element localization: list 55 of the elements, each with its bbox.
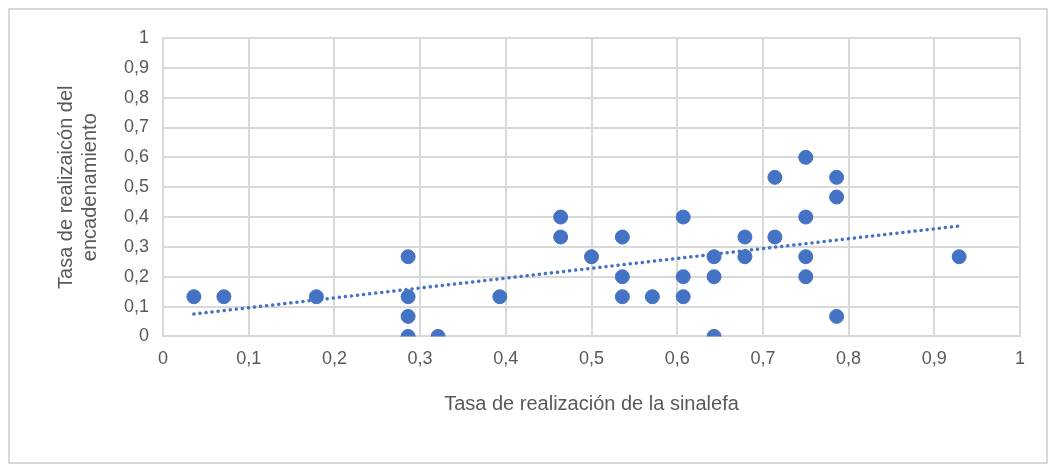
point: [798, 209, 814, 225]
point: [400, 289, 416, 305]
point: [492, 289, 508, 305]
point: [798, 149, 814, 165]
point: [644, 289, 660, 305]
x-axis-title: Tasa de realización de la sinalefa: [444, 391, 740, 414]
y-tick-label: 0,3: [123, 235, 150, 256]
y-tick-label: 0,1: [123, 295, 150, 316]
point: [767, 169, 783, 185]
point: [829, 308, 845, 324]
y-tick-label: 0,8: [123, 86, 150, 107]
x-tick-label: 0,2: [321, 348, 347, 369]
y-tick-label: 0,4: [123, 206, 150, 227]
point: [829, 189, 845, 205]
x-tick-label: 0,1: [236, 348, 262, 369]
point: [553, 209, 569, 225]
point: [706, 269, 722, 285]
point: [186, 289, 202, 305]
point: [400, 308, 416, 324]
point: [951, 249, 967, 265]
x-tick-label: 0,9: [921, 348, 947, 369]
y-tick-label: 1: [139, 26, 150, 47]
y-tick-label: 0,9: [123, 56, 150, 77]
point: [737, 249, 753, 265]
x-tick-label: 0,8: [836, 348, 862, 369]
x-tick-label: 1: [1014, 348, 1026, 369]
x-tick-label: 0,7: [750, 348, 776, 369]
point: [614, 289, 630, 305]
y-tick-label: 0,2: [123, 265, 150, 286]
point: [829, 169, 845, 185]
point: [675, 209, 691, 225]
point: [675, 269, 691, 285]
point: [798, 269, 814, 285]
point: [706, 249, 722, 265]
x-tick-label: 0,5: [579, 348, 605, 369]
point: [308, 289, 324, 305]
x-tick-label: 0: [158, 348, 169, 369]
y-tick-label: 0,7: [123, 116, 150, 137]
y-tick-label: 0,5: [123, 176, 150, 197]
y-tick-label: 0,6: [123, 146, 150, 167]
x-tick-label: 0,3: [407, 348, 433, 369]
x-tick-label: 0,4: [493, 348, 519, 369]
point: [553, 229, 569, 245]
point: [767, 229, 783, 245]
x-tick-label: 0,6: [664, 348, 690, 369]
point: [400, 249, 416, 265]
point: [614, 269, 630, 285]
point: [675, 289, 691, 305]
point: [737, 229, 753, 245]
point: [798, 249, 814, 265]
y-axis-title: Tasa de realizaicón del encadenamiento: [53, 85, 100, 289]
point: [584, 249, 600, 265]
point: [216, 289, 232, 305]
point: [614, 229, 630, 245]
y-tick-label: 0: [139, 325, 150, 346]
